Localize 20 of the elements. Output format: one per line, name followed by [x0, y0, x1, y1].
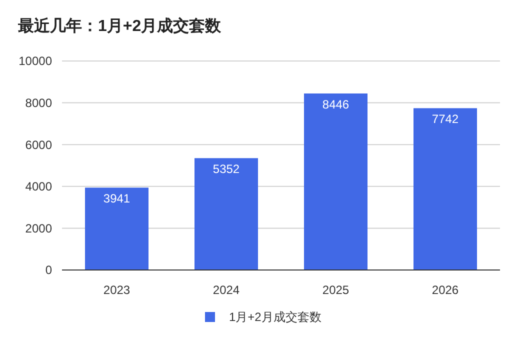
y-tick-label: 0 [45, 263, 52, 278]
bar [413, 108, 478, 270]
data-label: 5352 [212, 162, 240, 176]
y-tick-label: 2000 [25, 221, 52, 236]
data-label: 8446 [322, 97, 350, 112]
x-tick-label: 2023 [103, 283, 130, 297]
bar [84, 188, 149, 270]
x-tick-label: 2024 [212, 283, 240, 297]
y-tick-label: 8000 [25, 96, 52, 110]
data-label: 3941 [103, 192, 130, 206]
bar [304, 93, 368, 270]
legend-label: 1月+2月成交套数 [229, 310, 322, 324]
x-tick-label: 2025 [322, 283, 350, 297]
chart-title: 最近几年：1月+2月成交套数 [17, 16, 222, 35]
bar [194, 158, 258, 270]
data-label: 7742 [432, 112, 459, 126]
y-tick-label: 4000 [25, 180, 52, 194]
y-tick-label: 10000 [18, 54, 52, 68]
y-tick-label: 6000 [25, 138, 52, 152]
x-tick-label: 2026 [432, 283, 459, 297]
